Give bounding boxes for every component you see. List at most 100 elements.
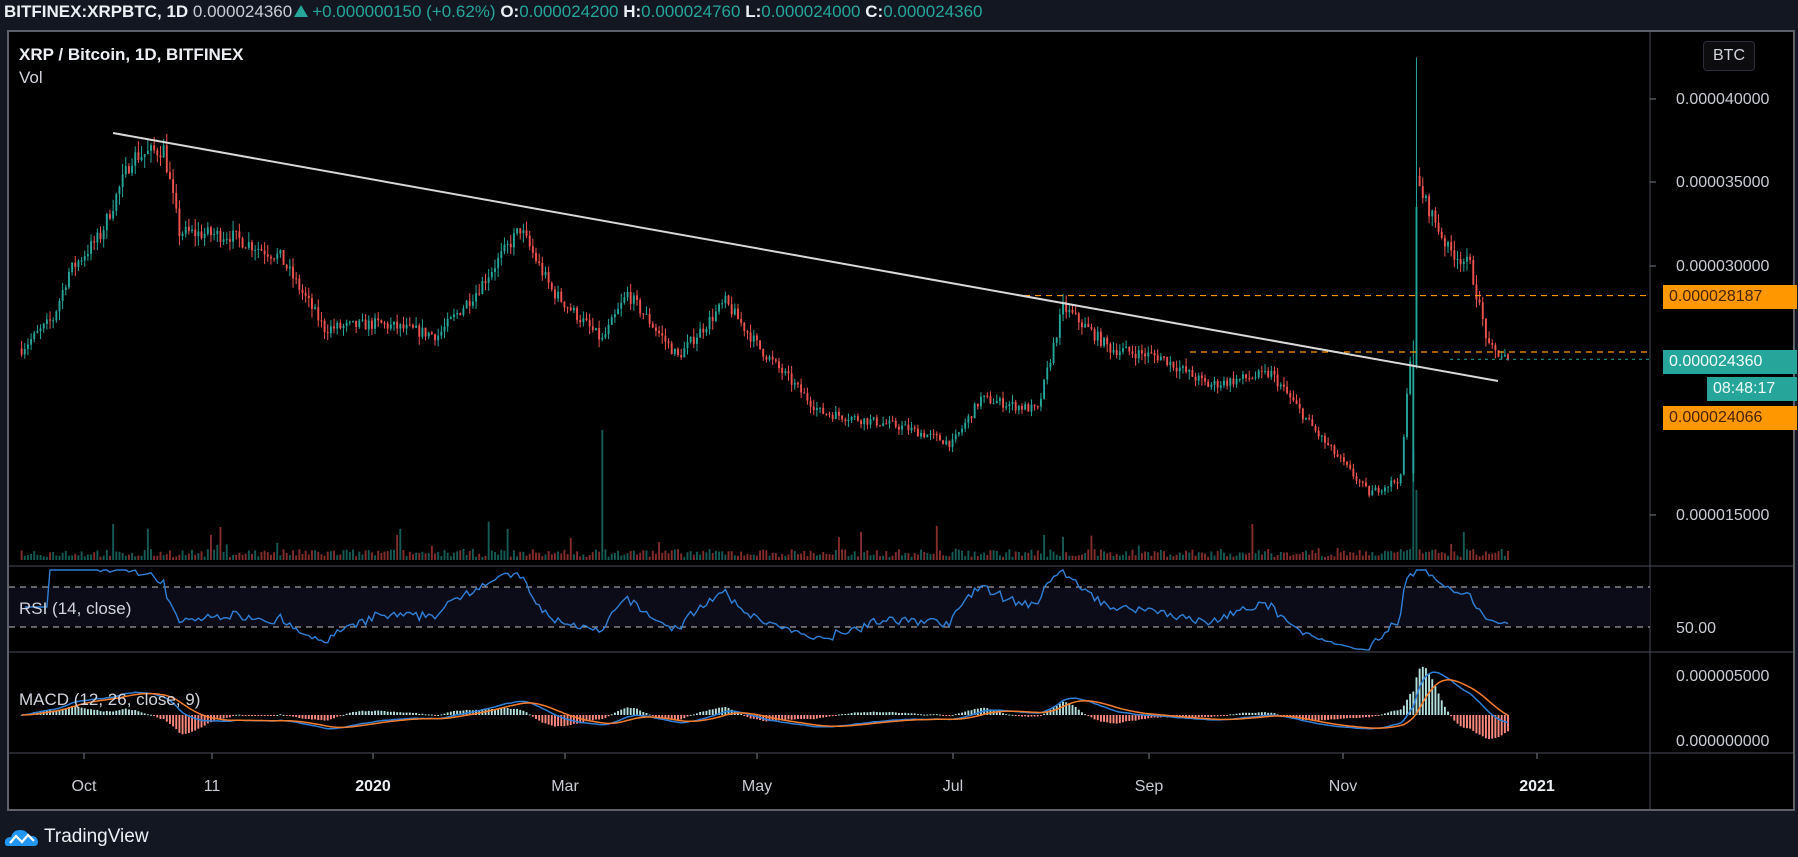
candle-body — [430, 332, 433, 335]
support-level-tag[interactable]: 0.000024066 — [1663, 406, 1797, 430]
price-label-40000: 0.000040000 — [1676, 91, 1770, 108]
candle-body — [1005, 406, 1008, 408]
macd-histogram-bar — [323, 715, 326, 721]
macd-histogram-bar — [796, 715, 799, 720]
macd-histogram-bar — [345, 713, 348, 715]
candle-body — [866, 418, 869, 425]
volume-bar — [1062, 536, 1064, 560]
macd-histogram-bar — [449, 711, 452, 715]
macd-histogram-bar — [838, 714, 840, 716]
volume-bar — [790, 549, 793, 560]
macd-histogram-bar — [1030, 715, 1033, 717]
macd-histogram-bar — [1194, 715, 1197, 718]
time-label-sep: Sep — [1134, 778, 1164, 795]
candle-body — [894, 420, 897, 427]
candle-body — [718, 304, 720, 312]
macd-legend[interactable]: MACD (12, 26, close, 9) — [19, 690, 201, 709]
macd-histogram-bar — [875, 712, 878, 715]
candle-body — [620, 302, 623, 309]
time-label-oct: Oct — [71, 778, 97, 795]
candle-body — [636, 295, 638, 300]
volume-bar — [1311, 550, 1314, 560]
volume-bar — [459, 550, 462, 560]
candle-body — [370, 320, 373, 329]
candle-body — [569, 307, 572, 311]
macd-histogram-bar — [374, 710, 377, 715]
candle-body — [197, 231, 200, 236]
volume-legend[interactable]: Vol — [19, 68, 43, 87]
volume-bar — [1241, 552, 1244, 560]
macd-histogram-bar — [1137, 715, 1140, 720]
volume-bar — [1207, 556, 1210, 560]
macd-histogram-bar — [153, 715, 156, 716]
macd-histogram-bar — [1058, 703, 1061, 715]
volume-bar — [595, 549, 597, 560]
candle-body — [336, 322, 339, 329]
candle-body — [885, 423, 888, 425]
macd-histogram-bar — [522, 710, 525, 715]
tradingview-logo[interactable]: TradingView — [4, 826, 149, 848]
macd-histogram-bar — [219, 715, 222, 720]
macd-histogram-bar — [1298, 715, 1301, 720]
volume-bar — [623, 554, 626, 560]
volume-bar — [579, 556, 582, 560]
candle-body — [604, 334, 607, 338]
volume-bar — [1320, 556, 1323, 560]
volume-bar — [1365, 551, 1367, 560]
last-price-tag: 0.000024360 — [1663, 350, 1797, 374]
candle-body — [178, 208, 181, 236]
series-legend-title[interactable]: XRP / Bitcoin, 1D, BITFINEX — [19, 45, 244, 64]
currency-button[interactable]: BTC — [1703, 41, 1755, 71]
macd-histogram-bar — [708, 709, 711, 715]
macd-histogram-bar — [812, 715, 815, 720]
macd-histogram-bar — [550, 715, 553, 726]
candle-body — [838, 411, 840, 416]
volume-bar — [468, 551, 471, 560]
macd-histogram-bar — [1273, 713, 1276, 715]
macd-histogram-bar — [247, 715, 250, 716]
volume-bar — [1131, 549, 1134, 560]
candle-body — [1305, 417, 1307, 420]
candle-body — [1065, 301, 1068, 312]
rsi-legend[interactable]: RSI (14, close) — [19, 599, 132, 618]
volume-bar — [1273, 556, 1276, 560]
macd-histogram-bar — [1500, 715, 1503, 736]
volume-bar — [475, 556, 478, 560]
volume-bar — [301, 553, 304, 560]
chart-frame[interactable] — [7, 30, 1795, 811]
candle-body — [1166, 356, 1169, 366]
macd-histogram-bar — [588, 715, 591, 721]
candle-body — [1507, 354, 1509, 360]
volume-bar — [1368, 555, 1371, 560]
volume-bar — [1377, 555, 1380, 560]
candle-body — [352, 320, 354, 322]
candle-body — [904, 424, 907, 426]
volume-bar — [560, 553, 563, 560]
volume-bar — [1226, 556, 1229, 560]
volume-bar — [980, 554, 982, 560]
resistance-level-tag[interactable]: 0.000028187 — [1663, 285, 1797, 309]
volume-bar — [238, 552, 241, 560]
volume-bar — [1248, 552, 1251, 560]
volume-bar — [737, 555, 739, 560]
volume-bar — [203, 556, 206, 560]
macd-histogram-bar — [531, 715, 534, 717]
volume-bar — [121, 553, 124, 560]
candle-body — [1497, 350, 1500, 357]
candle-body — [535, 252, 537, 262]
volume-bar — [1178, 552, 1181, 560]
macd-histogram-bar — [696, 713, 698, 715]
high-value: 0.000024760 — [641, 2, 741, 21]
candle-body — [1068, 309, 1071, 312]
candle-body — [342, 325, 345, 328]
candle-body — [500, 251, 503, 258]
candle-body — [1106, 337, 1109, 345]
macd-histogram-bar — [1087, 715, 1090, 716]
macd-histogram-bar — [1081, 712, 1083, 715]
candle-body — [907, 424, 910, 431]
candle-body — [1115, 350, 1118, 355]
candle-body — [1144, 353, 1147, 357]
candle-body — [408, 324, 411, 326]
macd-histogram-bar — [620, 709, 623, 715]
